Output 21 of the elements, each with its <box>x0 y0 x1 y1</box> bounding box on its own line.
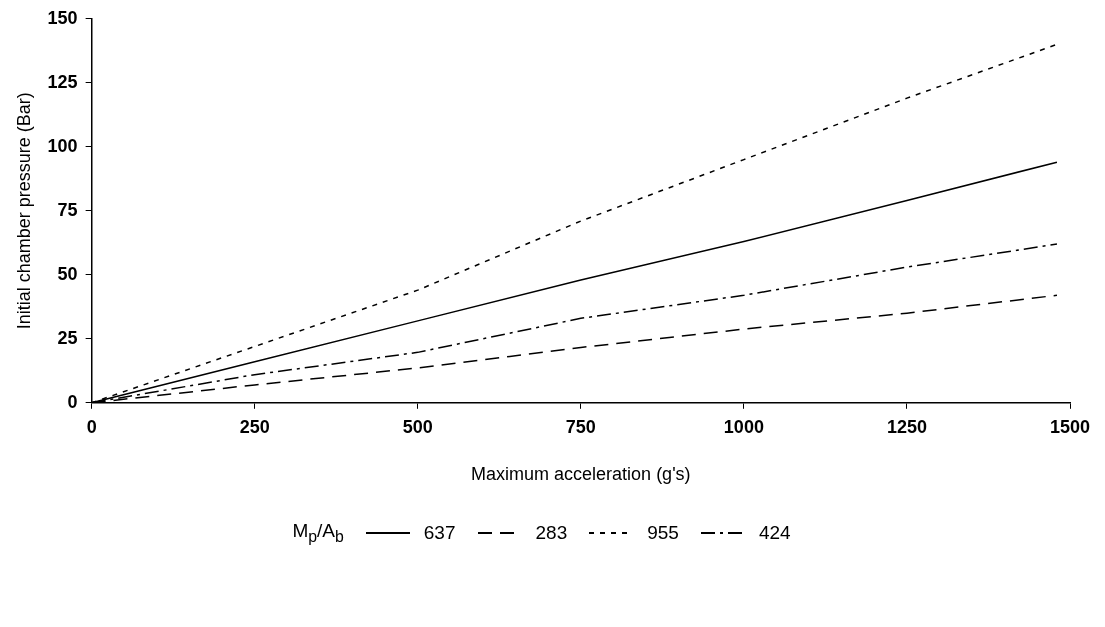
y-tick-label: 150 <box>47 7 78 28</box>
legend-label: 955 <box>647 521 679 544</box>
y-axis-title: Initial chamber pressure (Bar) <box>13 92 34 330</box>
legend-label: 424 <box>758 521 791 544</box>
x-tick-label: 1000 <box>723 416 764 437</box>
x-axis-title: Maximum acceleration (g's) <box>471 464 691 485</box>
x-tick-label: 1500 <box>1049 416 1091 437</box>
y-tick-label: 0 <box>67 391 78 412</box>
legend-title: M$_{p}$/A$_{b}$ <box>292 520 344 546</box>
x-tick-label: 500 <box>402 416 433 437</box>
y-tick-label: 75 <box>57 199 78 220</box>
y-tick-label: 100 <box>47 135 78 156</box>
x-tick-label: 250 <box>239 416 270 437</box>
x-tick-label: 750 <box>565 416 596 437</box>
x-tick-label: 0 <box>86 416 97 437</box>
legend-label: 637 <box>423 521 456 544</box>
y-tick-label: 25 <box>57 327 78 348</box>
y-tick-label: 50 <box>57 263 78 284</box>
x-tick-label: 1250 <box>886 416 927 437</box>
legend-label: 283 <box>535 521 568 544</box>
y-tick-label: 125 <box>47 71 78 92</box>
